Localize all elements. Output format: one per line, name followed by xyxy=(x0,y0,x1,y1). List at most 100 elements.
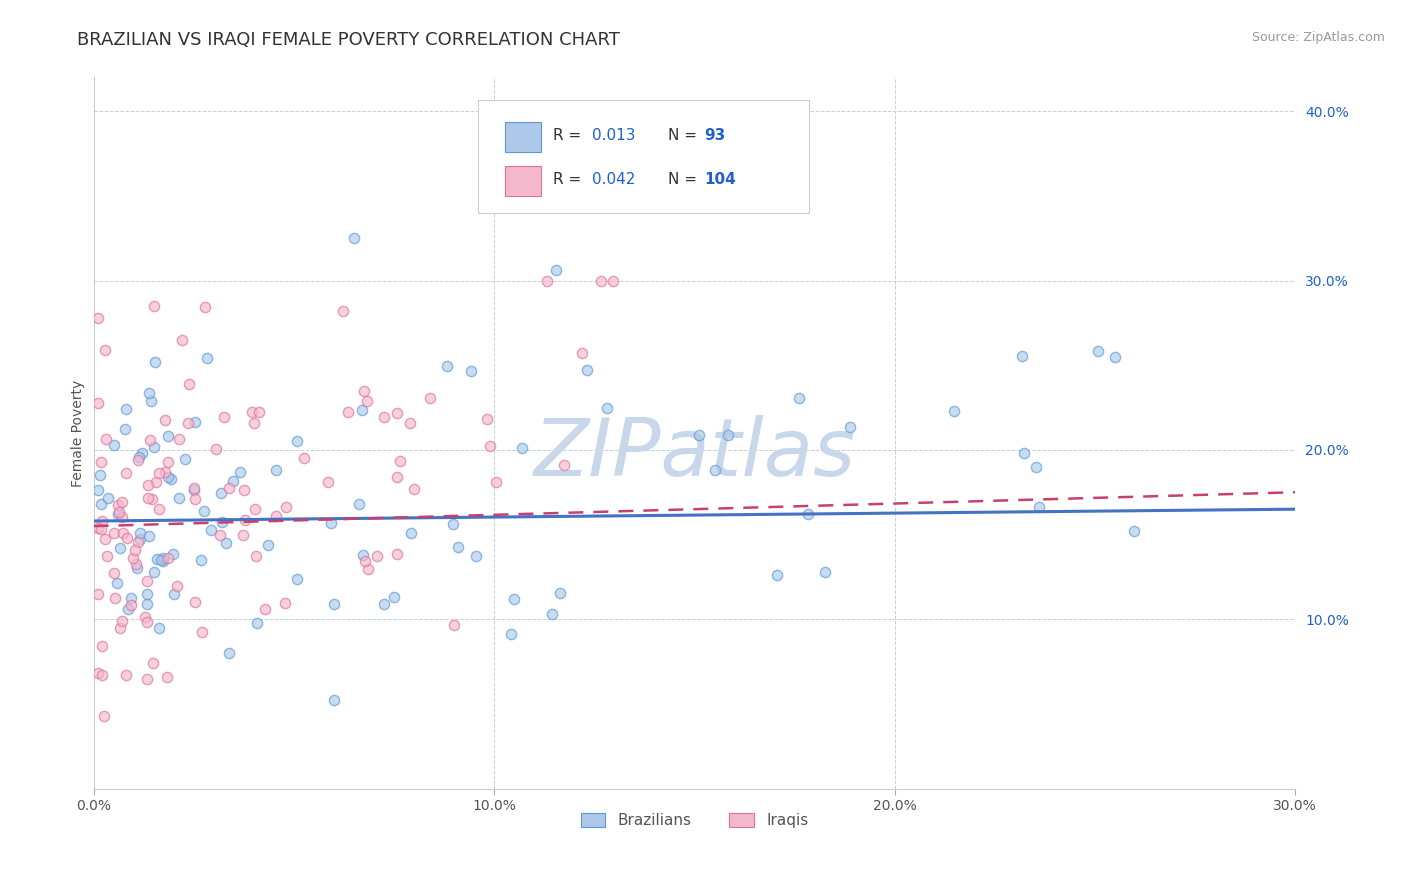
Point xyxy=(229,465,252,479)
Point xyxy=(138,386,160,401)
Point xyxy=(156,470,179,484)
Point xyxy=(343,231,366,245)
Point xyxy=(209,486,232,500)
Point xyxy=(120,591,142,606)
Point xyxy=(316,475,339,489)
Point xyxy=(152,550,174,565)
Point xyxy=(127,535,149,549)
Point xyxy=(353,384,375,398)
Point xyxy=(148,621,170,635)
Point xyxy=(1011,349,1033,363)
Point xyxy=(103,566,125,580)
Point xyxy=(499,627,522,641)
Point xyxy=(128,450,150,464)
Point xyxy=(167,432,190,446)
Point xyxy=(183,481,205,495)
Point xyxy=(366,549,388,563)
Point xyxy=(235,513,257,527)
Point xyxy=(177,416,200,430)
Point xyxy=(294,450,316,465)
Point xyxy=(548,586,571,600)
Text: N =: N = xyxy=(668,128,702,143)
Point xyxy=(94,533,117,547)
Point xyxy=(104,591,127,605)
Text: 93: 93 xyxy=(704,128,725,143)
Point xyxy=(245,501,267,516)
Point xyxy=(114,466,136,480)
Point xyxy=(553,458,575,472)
Point xyxy=(814,565,837,579)
Point xyxy=(388,454,411,468)
Point xyxy=(141,491,163,506)
Point xyxy=(148,466,170,480)
Point xyxy=(571,345,593,359)
Point xyxy=(352,548,374,562)
Point xyxy=(157,455,180,469)
Point xyxy=(108,541,131,555)
Text: R =: R = xyxy=(553,171,586,186)
Point xyxy=(127,453,149,467)
Point xyxy=(436,359,458,373)
Point xyxy=(246,616,269,631)
Point xyxy=(111,614,134,628)
Point xyxy=(107,508,129,522)
Point xyxy=(354,553,377,567)
Point xyxy=(765,567,787,582)
Text: BRAZILIAN VS IRAQI FEMALE POVERTY CORRELATION CHART: BRAZILIAN VS IRAQI FEMALE POVERTY CORREL… xyxy=(77,31,620,49)
Point xyxy=(93,709,115,723)
Legend: Brazilians, Iraqis: Brazilians, Iraqis xyxy=(575,806,814,834)
Point xyxy=(200,523,222,537)
Point xyxy=(86,665,108,680)
FancyBboxPatch shape xyxy=(478,100,808,212)
Point xyxy=(167,491,190,505)
Point xyxy=(218,646,240,660)
Point xyxy=(142,299,165,313)
Point xyxy=(447,540,470,554)
Point xyxy=(139,433,162,447)
Point xyxy=(247,405,270,419)
Point xyxy=(232,528,254,542)
Point xyxy=(218,481,240,495)
Text: 0.013: 0.013 xyxy=(592,128,636,143)
Point xyxy=(576,362,599,376)
Point xyxy=(136,491,159,505)
Point xyxy=(124,543,146,558)
Point xyxy=(240,405,263,419)
Point xyxy=(112,525,135,540)
Point xyxy=(142,656,165,670)
Point xyxy=(136,673,159,687)
Point xyxy=(209,528,232,542)
Point xyxy=(717,427,740,442)
Point xyxy=(211,515,233,529)
Point xyxy=(502,592,524,607)
Point xyxy=(704,463,727,477)
Point xyxy=(111,509,134,524)
Text: ZIPatlas: ZIPatlas xyxy=(533,416,855,493)
Bar xyxy=(505,166,540,196)
Point xyxy=(1104,350,1126,364)
Point xyxy=(385,547,408,561)
Point xyxy=(215,536,238,550)
Text: 0.042: 0.042 xyxy=(592,171,636,186)
Point xyxy=(264,508,287,523)
Point xyxy=(193,504,215,518)
Point xyxy=(387,469,409,483)
Point xyxy=(136,615,159,629)
Point xyxy=(193,301,215,315)
Point xyxy=(138,529,160,543)
Text: R =: R = xyxy=(553,128,586,143)
Point xyxy=(141,393,163,408)
Point xyxy=(254,602,277,616)
Point xyxy=(243,416,266,430)
Point xyxy=(142,565,165,579)
Point xyxy=(127,561,149,575)
Point xyxy=(90,455,112,469)
Point xyxy=(274,596,297,610)
Text: 104: 104 xyxy=(704,171,735,186)
Point xyxy=(150,553,173,567)
Point xyxy=(221,474,243,488)
Point xyxy=(89,467,111,482)
Point xyxy=(105,575,128,590)
Point xyxy=(136,586,159,600)
Point xyxy=(103,437,125,451)
